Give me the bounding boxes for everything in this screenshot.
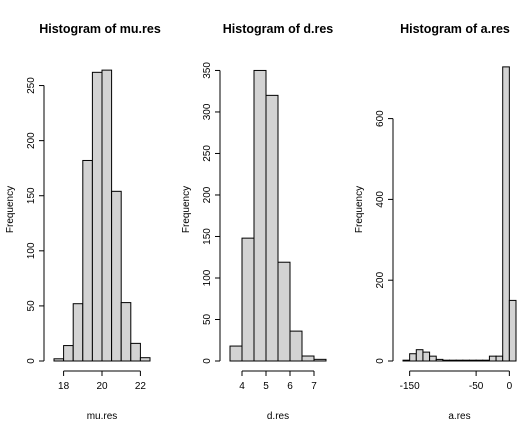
chart-title: Histogram of a.res	[400, 22, 510, 36]
x-tick-label: 22	[135, 381, 147, 392]
histogram-bar	[53, 358, 65, 362]
histogram-bar	[130, 342, 141, 362]
x-axis-label: mu.res	[87, 411, 118, 422]
histogram-bar	[289, 330, 303, 362]
histogram-bar	[265, 94, 279, 362]
y-axis-label: Frequency	[181, 186, 192, 233]
histogram-bar	[462, 359, 470, 362]
histogram-bar	[253, 69, 267, 362]
x-tick-label: 5	[263, 381, 269, 392]
y-tick-label: 150	[26, 187, 37, 204]
histogram-panel-mu-res: Histogram of mu.res 18 20 22 mu.res 0 50 100 150…	[5, 22, 161, 422]
x-tick-label: 6	[287, 381, 293, 392]
histogram-bar	[409, 353, 417, 362]
x-tick-label: 18	[58, 381, 70, 392]
histogram-bar	[482, 359, 490, 362]
histogram-bar	[229, 345, 243, 362]
histogram-bar	[63, 345, 74, 362]
y-tick-label: 250	[26, 77, 37, 94]
x-axis-label: a.res	[448, 411, 470, 422]
y-axis-label: Frequency	[5, 186, 16, 233]
histogram-bar	[449, 359, 457, 362]
histogram-bar	[508, 299, 517, 362]
histogram-bar	[442, 359, 451, 362]
histogram-bar	[415, 349, 424, 362]
y-tick-label: 200	[375, 271, 386, 288]
y-axis-label: Frequency	[354, 186, 365, 233]
y-tick-label: 100	[202, 269, 213, 286]
histogram-bar	[277, 261, 291, 362]
histogram-bar	[101, 69, 113, 362]
y-tick-label: 250	[202, 145, 213, 162]
histogram-bar	[495, 355, 504, 362]
y-tick-label: 150	[202, 228, 213, 245]
y-tick-label: 300	[202, 103, 213, 120]
chart-title: Histogram of d.res	[223, 22, 333, 36]
histogram-bar	[301, 355, 315, 362]
x-tick-label: 7	[311, 381, 317, 392]
y-tick-label: 0	[26, 358, 37, 364]
histogram-bar	[422, 351, 431, 362]
y-tick-label: 200	[202, 186, 213, 203]
histogram-bar	[313, 358, 327, 362]
x-tick-label: 20	[96, 381, 108, 392]
y-tick-label: 0	[375, 358, 386, 364]
chart-title: Histogram of mu.res	[39, 22, 161, 36]
histogram-bar	[241, 237, 255, 362]
histogram-bar	[468, 359, 477, 362]
histogram-bar	[72, 303, 84, 362]
y-tick-label: 100	[26, 242, 37, 259]
histogram-panel-d-res: Histogram of d.res 4 5 6 7 d.res 0 50 100 150 200 2…	[181, 22, 333, 422]
histogram-bar	[91, 71, 103, 362]
y-tick-label: 600	[375, 110, 386, 127]
histogram-bar	[402, 359, 411, 362]
histogram-bar	[455, 359, 464, 362]
histogram-bar	[502, 66, 510, 362]
y-tick-label: 200	[26, 132, 37, 149]
histogram-bar	[120, 302, 132, 362]
histogram-bar	[435, 358, 444, 362]
x-tick-label: 4	[239, 381, 245, 392]
y-tick-label: 50	[202, 313, 213, 325]
x-tick-label: 0	[507, 381, 513, 392]
x-tick-label: -50	[469, 381, 484, 392]
y-tick-label: 350	[202, 62, 213, 79]
histogram-bar	[475, 359, 484, 362]
y-tick-label: 400	[375, 191, 386, 208]
histogram-bar	[429, 355, 437, 362]
y-tick-label: 0	[202, 358, 213, 364]
histogram-panel-a-res: Histogram of a.res -150 -50 0 a.res 0 200 400 60…	[354, 22, 517, 422]
y-tick-label: 50	[26, 300, 37, 312]
histogram-bar	[111, 190, 122, 362]
histogram-bar	[82, 159, 93, 362]
x-axis-label: d.res	[267, 411, 289, 422]
histogram-bar	[488, 355, 497, 362]
x-tick-label: -150	[400, 381, 420, 392]
histogram-bar	[139, 357, 151, 362]
